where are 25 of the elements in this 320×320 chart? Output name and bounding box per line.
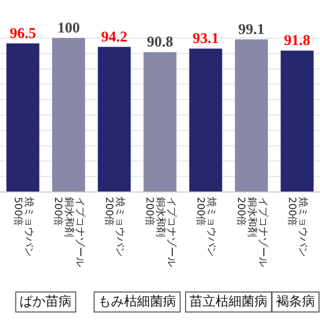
data-label: 93.1 xyxy=(192,31,219,47)
data-label: 100 xyxy=(57,20,80,36)
data-label: 91.8 xyxy=(284,33,310,50)
data-label: 90.8 xyxy=(146,34,174,51)
bar xyxy=(189,48,222,192)
data-label: 96.5 xyxy=(10,26,36,42)
data-label: 99.1 xyxy=(238,22,265,38)
text: 苗立枯細菌病 xyxy=(190,293,268,310)
text: ばか苗病 xyxy=(20,294,72,310)
bar xyxy=(234,39,268,192)
x-tick-label: 焼ミョウバン 200倍 xyxy=(103,197,126,257)
bar xyxy=(98,46,131,192)
x-tick-label: イプコナゾール銅水和剤 200倍 xyxy=(52,197,86,267)
bar xyxy=(144,52,176,192)
x-tick-label: 焼ミョウバン 200倍 xyxy=(286,197,310,257)
bar xyxy=(6,43,40,192)
x-tick-label: 焼ミョウバン 500倍 xyxy=(12,197,35,257)
bar xyxy=(52,38,86,192)
text: もみ枯細菌病 xyxy=(98,294,176,310)
text: 褐条病 xyxy=(276,294,315,310)
x-tick-label: イプコナゾール銅水和剤 200倍 xyxy=(234,197,269,267)
x-tick-label: 焼ミョウバン 200倍 xyxy=(194,197,218,257)
bar xyxy=(280,50,314,192)
x-tick-label: イプコナゾール銅水和剤 200倍 xyxy=(143,197,178,267)
data-label: 94.2 xyxy=(101,29,128,46)
